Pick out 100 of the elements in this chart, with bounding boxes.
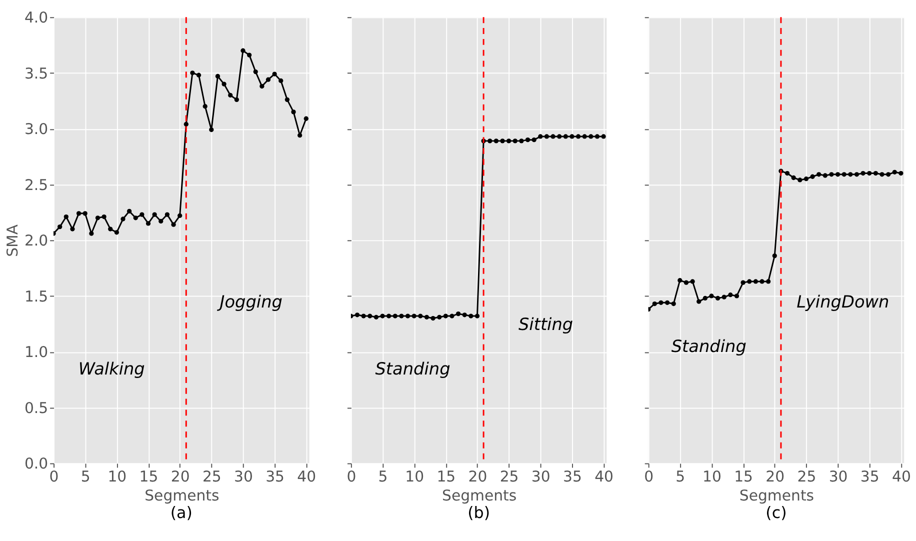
- point: [791, 175, 796, 180]
- point: [594, 134, 600, 139]
- point: [89, 231, 94, 236]
- point: [570, 134, 574, 139]
- point: [753, 279, 758, 284]
- point: [354, 312, 360, 318]
- x-tick-label: 35: [266, 468, 285, 486]
- point: [702, 296, 708, 301]
- point: [64, 214, 68, 220]
- x-tick-label: 40: [892, 468, 911, 486]
- annotation: Standing: [375, 358, 451, 379]
- point: [368, 314, 372, 318]
- point: [76, 211, 82, 216]
- point: [234, 97, 239, 102]
- point: [576, 134, 581, 139]
- x-axis-title: Segments: [739, 486, 814, 504]
- point: [494, 138, 499, 144]
- x-tick-label: 10: [702, 468, 722, 486]
- y-tick-label: 3.5: [24, 64, 48, 82]
- point: [443, 314, 448, 318]
- y-tick-label: 0.5: [24, 398, 48, 417]
- x-tick-label: 0: [49, 468, 59, 486]
- point: [671, 301, 676, 306]
- point: [405, 314, 410, 318]
- point: [178, 213, 182, 218]
- point: [272, 72, 277, 76]
- point: [867, 170, 872, 176]
- point: [196, 72, 202, 78]
- point: [164, 212, 170, 217]
- point: [715, 296, 720, 301]
- point: [816, 172, 822, 177]
- annotation: Standing: [671, 336, 747, 356]
- annotation: Sitting: [518, 314, 574, 334]
- point: [760, 279, 764, 284]
- point: [892, 170, 897, 174]
- point: [222, 82, 226, 86]
- point: [70, 226, 75, 232]
- point: [209, 127, 214, 132]
- point: [538, 134, 543, 139]
- point: [412, 314, 416, 318]
- x-tick-label: 30: [531, 468, 550, 486]
- point: [152, 212, 157, 217]
- point: [798, 178, 802, 182]
- x-tick-label: 0: [644, 468, 654, 486]
- point: [171, 222, 176, 227]
- point: [437, 314, 442, 320]
- point: [810, 174, 815, 179]
- point: [253, 69, 258, 74]
- x-tick-label: 35: [563, 468, 582, 486]
- point: [456, 311, 461, 316]
- x-tick-label: 30: [234, 468, 253, 486]
- point: [886, 172, 891, 177]
- y-axis-title: SMA: [3, 224, 22, 257]
- point: [488, 138, 492, 144]
- point: [804, 176, 809, 182]
- point: [184, 122, 188, 127]
- point: [601, 134, 606, 139]
- x-tick-label: 20: [170, 468, 190, 486]
- point: [246, 52, 252, 58]
- point: [860, 170, 866, 176]
- point: [557, 134, 562, 139]
- point: [519, 138, 524, 144]
- point: [582, 134, 587, 139]
- point: [658, 300, 664, 305]
- point: [766, 279, 771, 284]
- point: [202, 104, 208, 109]
- point: [772, 253, 777, 258]
- point: [450, 314, 454, 318]
- point: [430, 316, 436, 321]
- point: [146, 221, 151, 226]
- point: [95, 216, 100, 220]
- point: [215, 74, 220, 79]
- x-tick-label: 5: [676, 468, 686, 486]
- point: [190, 70, 195, 76]
- point: [784, 170, 790, 176]
- point: [126, 208, 132, 214]
- point: [563, 134, 568, 139]
- y-tick-label: 3.0: [24, 120, 48, 138]
- text: (a): [170, 502, 192, 522]
- y-tick-label: 4.0: [24, 8, 48, 27]
- x-axis-title: Segments: [442, 486, 517, 504]
- point: [709, 294, 714, 298]
- annotation: Walking: [78, 358, 146, 379]
- x-tick-label: 10: [108, 468, 127, 486]
- point: [678, 278, 682, 283]
- y-tick-label: 0.0: [24, 454, 48, 473]
- point: [380, 314, 385, 318]
- point: [418, 314, 423, 318]
- point: [228, 92, 233, 98]
- x-tick-label: 5: [378, 468, 388, 486]
- point: [82, 211, 88, 216]
- point: [291, 110, 296, 114]
- point: [664, 300, 670, 305]
- x-tick-label: 0: [346, 468, 356, 486]
- point: [550, 134, 556, 139]
- x-tick-label: 10: [405, 468, 424, 486]
- point: [652, 301, 657, 306]
- x-tick-label: 20: [766, 468, 785, 486]
- point: [747, 279, 752, 284]
- x-tick-label: 40: [594, 468, 614, 486]
